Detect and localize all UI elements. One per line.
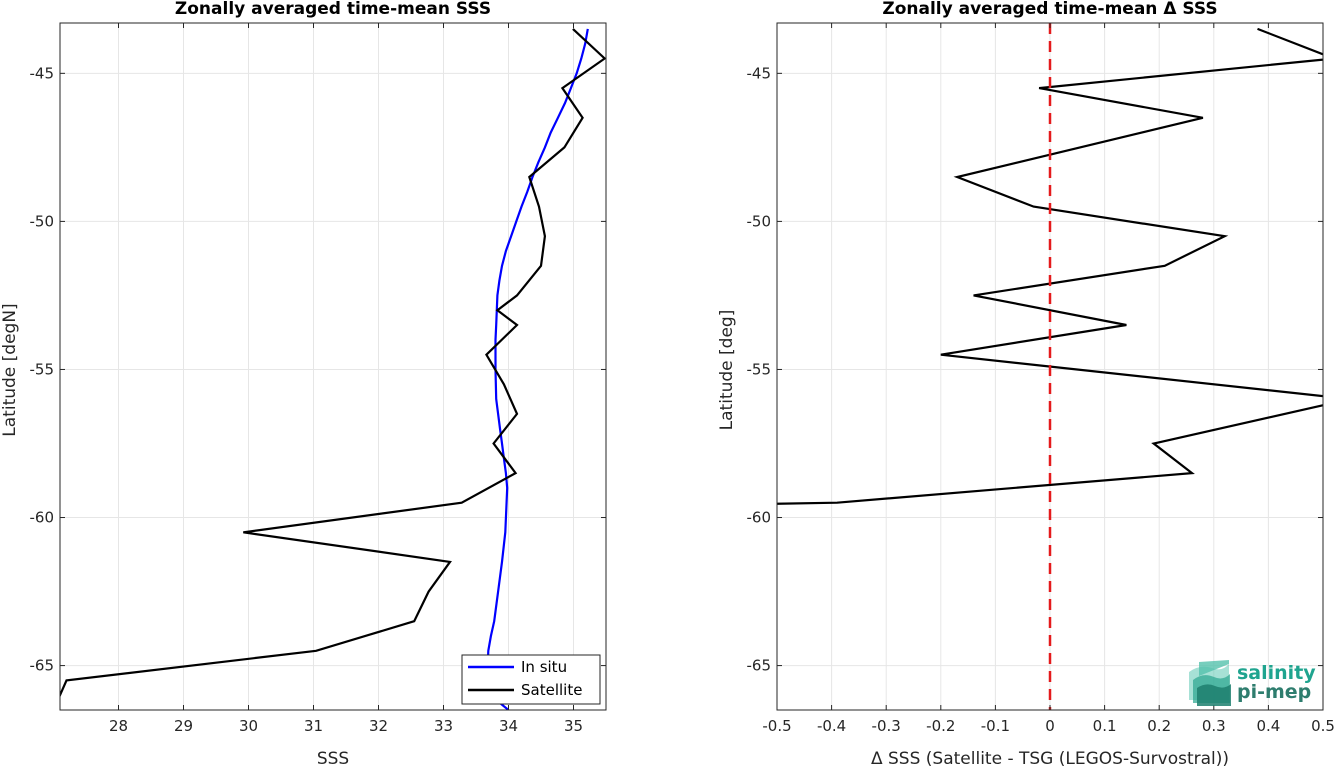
y-tick-label: -45 <box>30 64 55 82</box>
x-tick-label: -0.4 <box>817 717 846 735</box>
chart-title: Zonally averaged time-mean Δ SSS <box>882 0 1217 19</box>
x-tick-label: 31 <box>304 717 323 735</box>
x-tick-label: 30 <box>239 717 258 735</box>
legend-label-satellite: Satellite <box>521 681 582 699</box>
y-tick-label: -55 <box>747 360 772 378</box>
axes-box <box>59 22 607 711</box>
y-axis-label: Latitude [degN] <box>0 303 20 436</box>
x-tick-label: 34 <box>499 717 518 735</box>
data-lines <box>777 23 1323 710</box>
x-axis-label: Δ SSS (Satellite - TSG (LEGOS-Survostral… <box>871 749 1229 769</box>
y-tick-label: -60 <box>747 509 772 527</box>
legend: In situ Satellite <box>461 654 601 705</box>
logo-text-salinity: salinity <box>1237 662 1316 684</box>
y-tick-label: -50 <box>747 212 772 230</box>
x-tick-label: 0.4 <box>1256 717 1280 735</box>
x-tick-label: -0.2 <box>926 717 955 735</box>
x-tick-label: 28 <box>109 717 128 735</box>
series-delta-sss <box>777 27 1323 505</box>
legend-label-in-situ: In situ <box>521 658 567 676</box>
x-tick-label: 0.5 <box>1311 717 1335 735</box>
data-lines <box>60 28 606 710</box>
x-tick-label: 0.2 <box>1147 717 1171 735</box>
x-axis-label: SSS <box>317 749 349 769</box>
y-tick-label: -60 <box>30 509 55 527</box>
plot-area <box>60 23 606 710</box>
y-tick-label: -55 <box>30 360 55 378</box>
y-tick-label: -45 <box>747 64 772 82</box>
y-tick-label: -50 <box>30 212 55 230</box>
logo-text-pi-mep: pi-mep <box>1237 681 1311 703</box>
x-tick-label: -0.5 <box>762 717 791 735</box>
x-tick-label: 0 <box>1045 717 1055 735</box>
x-tick-label: 0.3 <box>1202 717 1226 735</box>
x-tick-label: 33 <box>434 717 453 735</box>
salinity-pi-mep-logo: salinity pi-mep <box>1189 660 1316 706</box>
y-axis-label: Latitude [deg] <box>717 310 737 431</box>
ticks: -0.5 -0.4 -0.3 -0.2 -0.1 0 0.1 0.2 0.3 0.4 0.5 -45 -… <box>747 23 1335 735</box>
y-tick-label: -65 <box>30 657 55 675</box>
x-tick-label: -0.1 <box>981 717 1010 735</box>
x-tick-label: 35 <box>564 717 583 735</box>
y-tick-label: -65 <box>747 657 772 675</box>
ticks: 28 29 30 31 32 33 34 35 -45 -50 -55 -60 -65 <box>30 23 606 735</box>
x-tick-label: 29 <box>174 717 193 735</box>
chart-title: Zonally averaged time-mean SSS <box>175 0 491 19</box>
delta-sss-panel: -0.5 -0.4 -0.3 -0.2 -0.1 0 0.1 0.2 0.3 0.4 0.5 -45 -… <box>717 0 1335 769</box>
x-tick-label: -0.3 <box>872 717 901 735</box>
sss-panel: 28 29 30 31 32 33 34 35 -45 -50 -55 -60 -65 Zonally … <box>0 0 607 769</box>
x-tick-label: 0.1 <box>1093 717 1117 735</box>
logo-wave-icon <box>1189 660 1231 706</box>
legend-box <box>461 654 601 705</box>
x-tick-label: 32 <box>369 717 388 735</box>
series-satellite <box>60 28 606 698</box>
